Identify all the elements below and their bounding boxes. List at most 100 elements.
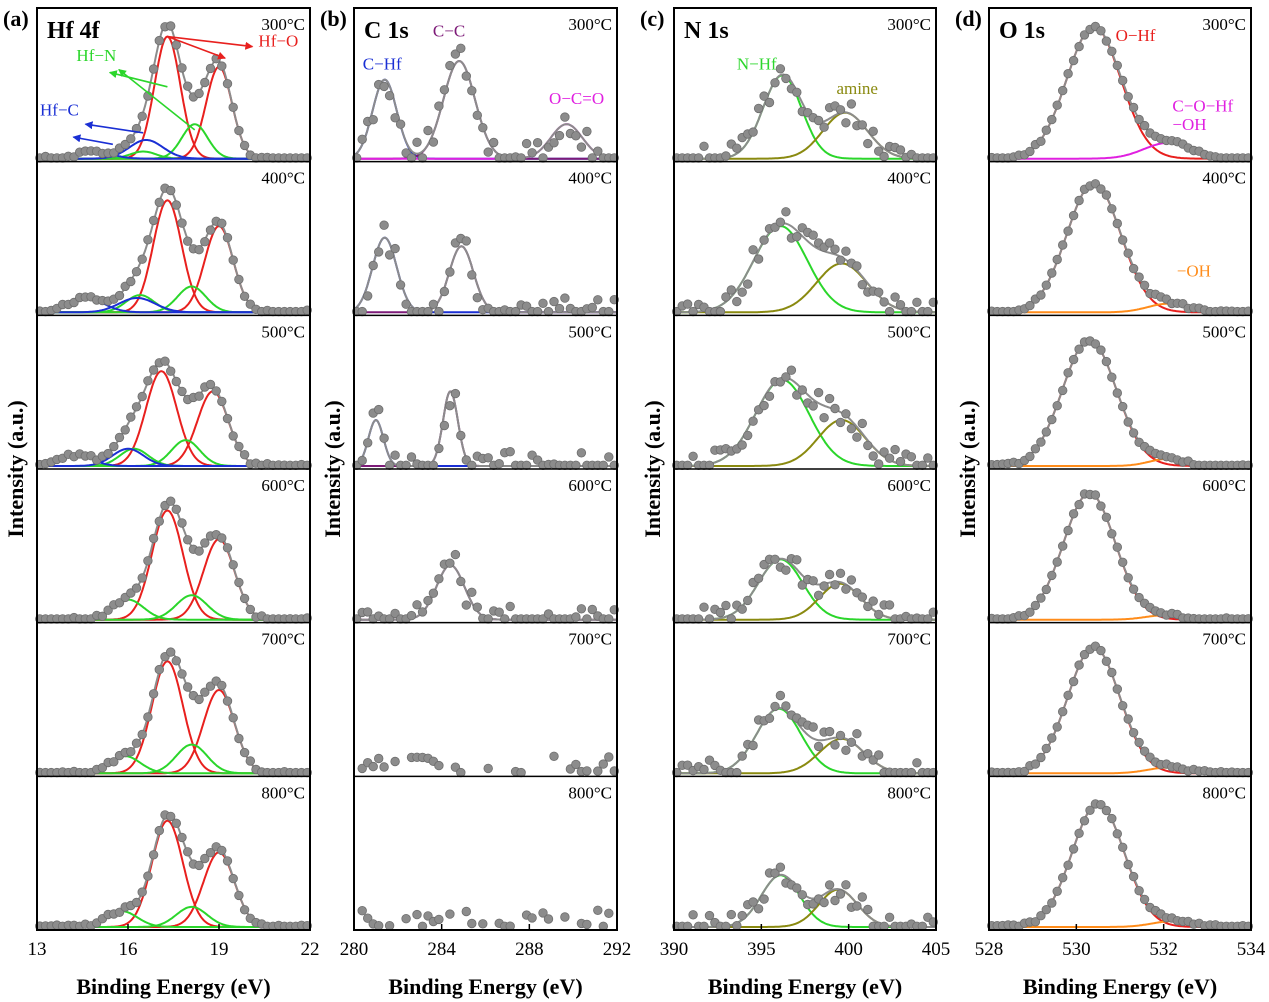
data-point: [194, 244, 204, 255]
data-point: [593, 766, 603, 776]
data-point: [1117, 235, 1128, 245]
data-point: [576, 448, 587, 458]
data-point: [1123, 417, 1133, 427]
data-point: [137, 391, 147, 402]
data-point: [852, 432, 862, 442]
spectrum-row: 800°C: [357, 783, 614, 932]
data-point: [863, 749, 873, 759]
data-point: [374, 753, 384, 764]
data-point: [1041, 280, 1052, 290]
data-point: [434, 101, 444, 111]
data-point: [1041, 125, 1052, 135]
data-point: [461, 236, 472, 246]
data-point: [1052, 254, 1062, 265]
data-point: [846, 575, 857, 585]
data-point: [154, 197, 165, 208]
data-point: [234, 125, 244, 136]
data-point: [171, 40, 182, 50]
data-point: [154, 516, 165, 527]
data-point: [895, 300, 906, 310]
spectrum-row: 300°C: [672, 15, 939, 163]
data-point: [912, 297, 922, 308]
data-point: [434, 914, 444, 925]
data-point: [126, 134, 136, 144]
data-point: [165, 21, 176, 31]
data-point: [154, 664, 165, 675]
data-point: [775, 64, 786, 74]
data-point: [819, 897, 829, 908]
data-point: [205, 225, 216, 235]
x-tick-label: 530: [1062, 939, 1091, 960]
data-point: [781, 701, 791, 711]
data-point: [363, 438, 373, 448]
data-point: [759, 235, 769, 245]
data-point: [560, 112, 570, 122]
data-point: [737, 287, 747, 297]
data-point: [576, 142, 587, 152]
data-point: [1025, 300, 1035, 311]
spectrum-row: 500°C: [352, 322, 620, 471]
data-point: [1063, 525, 1073, 536]
data-point: [775, 217, 786, 227]
data-point: [148, 215, 159, 226]
data-point: [390, 243, 400, 254]
data-point: [748, 416, 758, 426]
data-point: [582, 919, 592, 930]
data-point: [604, 752, 614, 762]
data-point: [1107, 46, 1117, 57]
data-point: [895, 456, 906, 467]
data-point: [461, 71, 472, 81]
spectrum-row: 400°C: [987, 169, 1254, 317]
temperature-label: 600°C: [887, 476, 931, 495]
core-level-title: C 1s: [364, 18, 409, 44]
data-point: [1057, 873, 1068, 883]
data-point: [830, 403, 840, 414]
data-point: [1134, 886, 1144, 896]
data-point: [137, 254, 147, 264]
data-point: [222, 232, 233, 243]
data-point: [434, 760, 444, 771]
data-point: [1068, 509, 1079, 519]
panel-3: Intensity (a.u.) Binding Energy (eV) 300°C…: [640, 6, 950, 999]
y-axis-title: Intensity (a.u.): [3, 400, 28, 538]
component-annotation: C−C: [433, 22, 465, 41]
temperature-label: 400°C: [568, 169, 612, 188]
data-point: [1074, 195, 1084, 206]
data-point: [743, 279, 753, 289]
temperature-label: 700°C: [887, 630, 931, 649]
data-point: [604, 452, 614, 462]
data-point: [704, 910, 715, 921]
data-point: [461, 600, 472, 610]
data-point: [753, 573, 764, 584]
data-point: [395, 280, 406, 290]
data-point: [699, 602, 709, 612]
data-point: [732, 921, 742, 931]
data-point: [1052, 886, 1062, 897]
data-point: [467, 587, 477, 598]
x-tick-label: 528: [975, 939, 1004, 960]
data-point: [1123, 859, 1133, 870]
data-point: [379, 220, 389, 230]
data-point: [357, 763, 367, 774]
data-point: [576, 604, 587, 614]
data-point: [228, 102, 238, 113]
data-point: [874, 609, 884, 620]
data-point: [1057, 707, 1068, 717]
data-point: [239, 593, 250, 604]
data-point: [467, 85, 477, 96]
core-level-title: O 1s: [999, 18, 1045, 44]
data-point: [835, 568, 846, 579]
data-point: [824, 726, 835, 737]
data-point: [538, 908, 548, 918]
data-point: [781, 372, 791, 382]
data-point: [109, 441, 119, 452]
data-point: [478, 919, 488, 929]
data-point: [1090, 490, 1101, 500]
data-point: [401, 299, 411, 309]
data-point: [1074, 828, 1084, 839]
panel-4: Intensity (a.u.) Binding Energy (eV) 300°C…: [955, 6, 1266, 999]
data-point: [194, 391, 204, 401]
data-point: [813, 387, 824, 398]
data-point: [846, 99, 857, 109]
data-point: [824, 393, 835, 404]
